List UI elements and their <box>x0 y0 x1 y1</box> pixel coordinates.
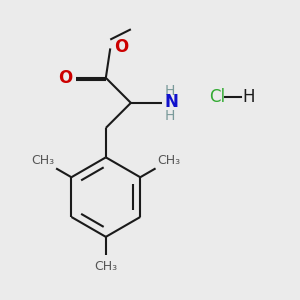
Text: O: O <box>58 69 73 87</box>
Text: CH₃: CH₃ <box>32 154 55 167</box>
Text: H: H <box>164 110 175 123</box>
Text: O: O <box>114 38 128 56</box>
Text: H: H <box>164 84 175 98</box>
Text: N: N <box>164 93 178 111</box>
Text: CH₃: CH₃ <box>94 260 117 273</box>
Text: H: H <box>243 88 255 106</box>
Text: CH₃: CH₃ <box>157 154 180 167</box>
Text: Cl: Cl <box>209 88 225 106</box>
